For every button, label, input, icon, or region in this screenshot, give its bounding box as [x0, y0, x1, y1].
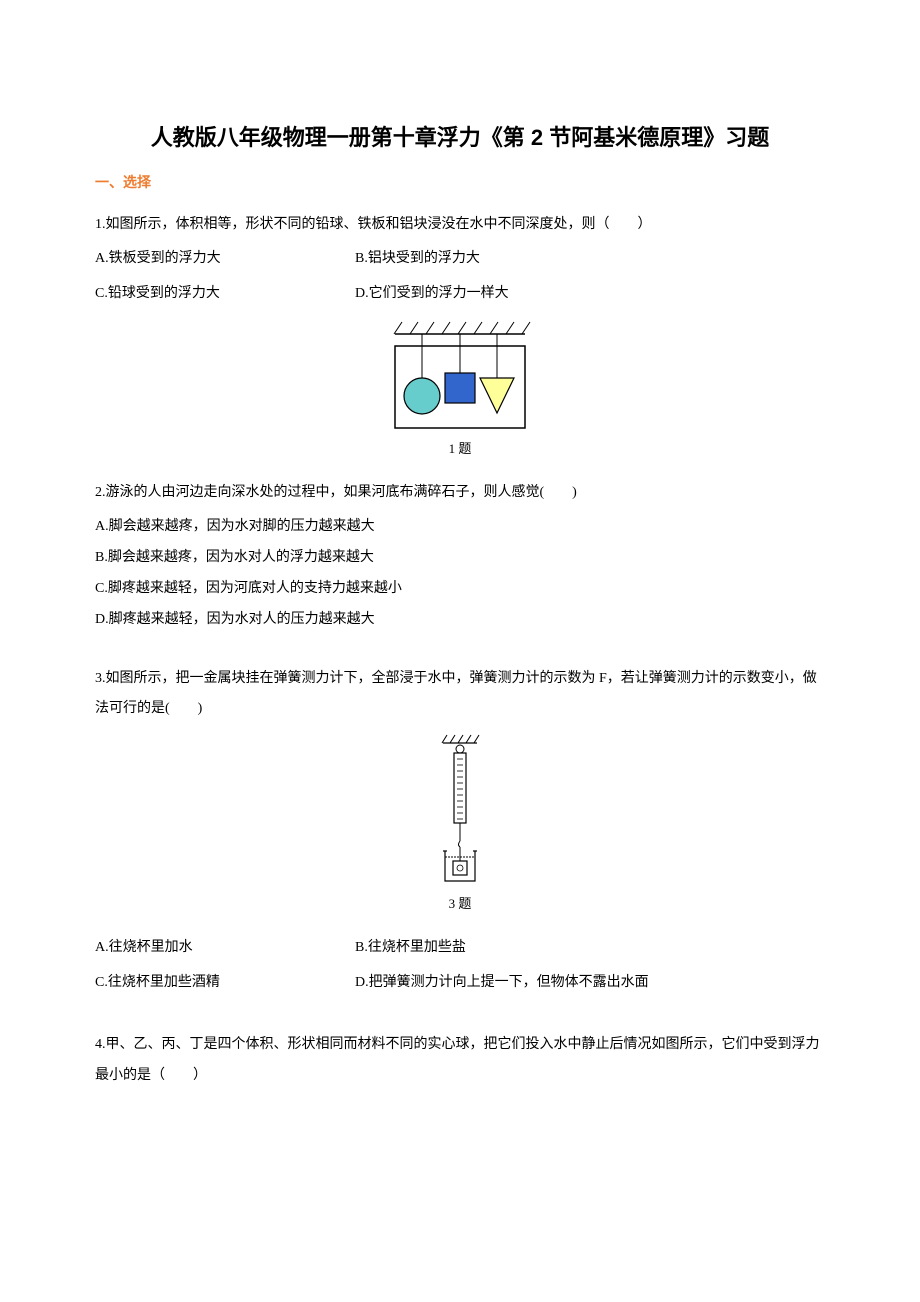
q3-option-a: A.往烧杯里加水 — [95, 933, 355, 964]
q1-option-d: D.它们受到的浮力一样大 — [355, 279, 825, 310]
q2-option-d: D.脚疼越来越轻，因为水对人的压力越来越大 — [95, 605, 825, 636]
q3-option-d: D.把弹簧测力计向上提一下，但物体不露出水面 — [355, 968, 825, 999]
question-4: 4.甲、乙、丙、丁是四个体积、形状相同而材料不同的实心球，把它们投入水中静止后情… — [95, 1030, 825, 1092]
q2-option-c: C.脚疼越来越轻，因为河底对人的支持力越来越小 — [95, 574, 825, 605]
q2-option-b: B.脚会越来越疼，因为水对人的浮力越来越大 — [95, 543, 825, 574]
question-1: 1.如图所示，体积相等，形状不同的铅球、铁板和铝块浸没在水中不同深度处，则（ ）… — [95, 210, 825, 464]
section-header: 一、选择 — [95, 173, 825, 195]
q1-caption: 1 题 — [95, 435, 825, 464]
q1-text: 1.如图所示，体积相等，形状不同的铅球、铁板和铝块浸没在水中不同深度处，则（ ） — [95, 210, 825, 241]
page-title: 人教版八年级物理一册第十章浮力《第 2 节阿基米德原理》习题 — [95, 120, 825, 155]
q2-text: 2.游泳的人由河边走向深水处的过程中，如果河底布满碎石子，则人感觉( ) — [95, 478, 825, 509]
question-3: 3.如图所示，把一金属块挂在弹簧测力计下，全部浸于水中，弹簧测力计的示数为 F，… — [95, 664, 825, 999]
q1-figure: 1 题 — [95, 318, 825, 464]
q1-option-a: A.铁板受到的浮力大 — [95, 244, 355, 275]
q3-caption: 3 题 — [95, 890, 825, 919]
q4-text: 4.甲、乙、丙、丁是四个体积、形状相同而材料不同的实心球，把它们投入水中静止后情… — [95, 1030, 825, 1092]
q1-option-b: B.铝块受到的浮力大 — [355, 244, 825, 275]
q3-text: 3.如图所示，把一金属块挂在弹簧测力计下，全部浸于水中，弹簧测力计的示数为 F，… — [95, 664, 825, 726]
q3-figure: 3 题 — [95, 733, 825, 919]
q2-option-a: A.脚会越来越疼，因为水对脚的压力越来越大 — [95, 512, 825, 543]
q3-option-b: B.往烧杯里加些盐 — [355, 933, 825, 964]
question-2: 2.游泳的人由河边走向深水处的过程中，如果河底布满碎石子，则人感觉( ) A.脚… — [95, 478, 825, 636]
q1-option-c: C.铅球受到的浮力大 — [95, 279, 355, 310]
q3-option-c: C.往烧杯里加些酒精 — [95, 968, 355, 999]
